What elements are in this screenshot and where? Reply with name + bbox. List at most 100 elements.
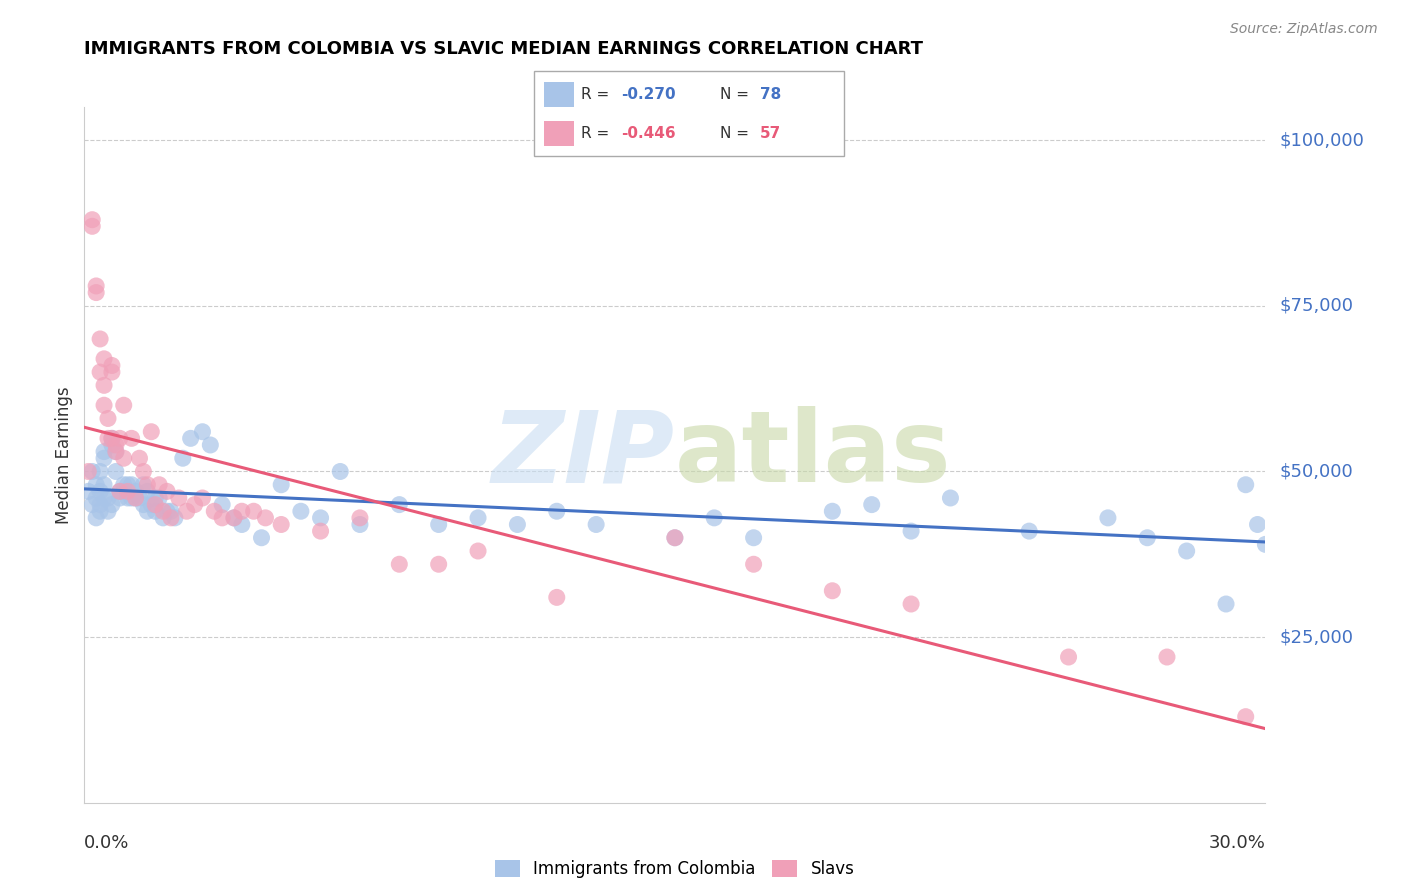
Point [93, 477, 115, 491]
Point [183, 498, 205, 512]
Point [77, 484, 100, 499]
Point [132, 498, 155, 512]
Text: IMMIGRANTS FROM COLOMBIA VS SLAVIC MEDIAN EARNINGS CORRELATION CHART: IMMIGRANTS FROM COLOMBIA VS SLAVIC MEDIA… [84, 40, 924, 58]
Point [89, 465, 111, 479]
Point [93, 398, 115, 412]
Point [349, 517, 371, 532]
Point [1175, 544, 1198, 558]
Point [104, 438, 127, 452]
Point [160, 504, 183, 518]
Point [97, 431, 120, 445]
Point [742, 531, 765, 545]
Point [585, 517, 607, 532]
Point [143, 491, 166, 505]
Point [152, 504, 174, 518]
Point [939, 491, 962, 505]
Point [101, 365, 124, 379]
Text: R =: R = [581, 126, 614, 141]
Text: $75,000: $75,000 [1279, 297, 1354, 315]
Point [136, 504, 159, 518]
Point [1215, 597, 1237, 611]
Point [152, 511, 174, 525]
Legend: Immigrants from Colombia, Slavs: Immigrants from Colombia, Slavs [488, 854, 862, 885]
Point [124, 491, 146, 505]
Point [172, 451, 194, 466]
Point [1136, 531, 1159, 545]
Point [231, 504, 253, 518]
Text: Source: ZipAtlas.com: Source: ZipAtlas.com [1230, 22, 1378, 37]
Point [141, 425, 163, 439]
Text: -0.270: -0.270 [621, 87, 675, 102]
Point [664, 531, 686, 545]
Point [1057, 650, 1080, 665]
Point [242, 504, 264, 518]
Point [101, 498, 124, 512]
Point [97, 411, 120, 425]
Point [124, 491, 146, 505]
Point [309, 524, 332, 538]
Point [270, 477, 292, 491]
Point [388, 558, 411, 572]
Point [89, 504, 111, 518]
Point [77, 465, 100, 479]
Point [89, 484, 111, 499]
Point [200, 438, 222, 452]
Point [82, 219, 104, 234]
Point [467, 544, 489, 558]
Point [104, 444, 127, 458]
Point [112, 484, 135, 499]
Point [1018, 524, 1040, 538]
Point [349, 511, 371, 525]
Point [546, 591, 568, 605]
Point [141, 498, 163, 512]
Point [136, 484, 159, 499]
Text: $100,000: $100,000 [1279, 131, 1364, 149]
Point [821, 504, 844, 518]
Point [270, 517, 292, 532]
Text: -0.446: -0.446 [621, 126, 675, 141]
Point [703, 511, 725, 525]
Point [309, 511, 332, 525]
Point [143, 504, 166, 518]
Point [1254, 537, 1277, 551]
Text: ZIP: ZIP [492, 407, 675, 503]
FancyBboxPatch shape [544, 81, 575, 107]
Point [222, 511, 245, 525]
Point [148, 477, 170, 491]
Point [112, 398, 135, 412]
Text: R =: R = [581, 87, 614, 102]
Point [93, 491, 115, 505]
Point [211, 511, 233, 525]
Point [82, 498, 104, 512]
Point [93, 451, 115, 466]
Point [163, 511, 186, 525]
Point [160, 511, 183, 525]
Point [101, 431, 124, 445]
Point [117, 477, 139, 491]
Text: atlas: atlas [675, 407, 952, 503]
Point [191, 491, 214, 505]
Point [180, 431, 202, 445]
Point [1234, 709, 1257, 723]
Point [101, 438, 124, 452]
Point [108, 491, 131, 505]
Point [821, 583, 844, 598]
Point [93, 351, 115, 366]
Point [143, 498, 166, 512]
Point [84, 491, 107, 505]
Point [254, 511, 277, 525]
Point [84, 511, 107, 525]
Point [89, 332, 111, 346]
Point [104, 465, 127, 479]
Point [104, 444, 127, 458]
Point [93, 378, 115, 392]
Point [546, 504, 568, 518]
Point [132, 477, 155, 491]
Point [112, 451, 135, 466]
Text: 0.0%: 0.0% [84, 834, 129, 852]
Point [108, 484, 131, 499]
Point [156, 504, 179, 518]
Point [664, 531, 686, 545]
Point [101, 359, 124, 373]
Point [467, 511, 489, 525]
